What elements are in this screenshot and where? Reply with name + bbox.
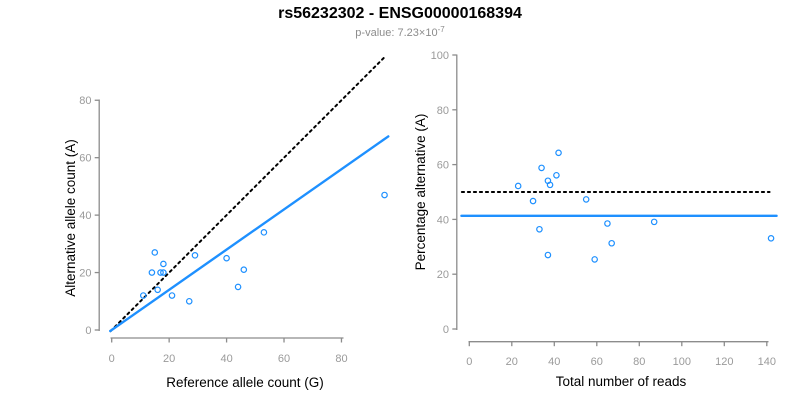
- right-y-tick-label: 20: [437, 269, 449, 281]
- left-y-axis-title: Alternative allele count (A): [63, 139, 78, 297]
- left-data-point: [154, 286, 161, 294]
- left-y-tick-label: 80: [79, 95, 91, 107]
- left-x-axis-title: Reference allele count (G): [166, 375, 324, 390]
- left-data-point: [157, 269, 164, 276]
- left-data-point: [185, 297, 193, 305]
- left-data-point: [234, 283, 242, 291]
- right-x-tick-label: 60: [591, 356, 603, 368]
- right-data-point: [582, 196, 590, 203]
- left-data-point: [139, 292, 147, 299]
- left-data-point: [381, 191, 388, 199]
- left-data-point: [240, 266, 248, 273]
- left-x-tick-label: 20: [163, 353, 175, 365]
- right-x-tick-label: 100: [673, 356, 691, 368]
- right-data-point: [546, 181, 554, 189]
- right-data-point: [650, 218, 658, 226]
- right-y-tick-label: 0: [443, 324, 449, 336]
- right-y-axis-title: Percentage alternative (A): [413, 114, 428, 271]
- left-y-tick-label: 40: [79, 210, 91, 222]
- right-x-tick-label: 20: [506, 356, 518, 368]
- right-y-tick-label: 60: [437, 160, 449, 172]
- right-x-tick-label: 80: [633, 356, 645, 368]
- right-x-axis-title: Total number of reads: [556, 374, 687, 389]
- identity-line: [109, 56, 386, 333]
- right-y-tick-label: 100: [431, 50, 449, 62]
- right-data-point: [591, 256, 598, 263]
- right-x-tick-label: 40: [548, 356, 560, 368]
- left-data-point: [151, 249, 159, 256]
- right-x-tick-label: 140: [758, 356, 776, 368]
- p-value-text: p-value: 7.23×10: [355, 27, 438, 39]
- left-y-tick-label: 20: [79, 268, 91, 280]
- left-data-point: [160, 260, 167, 268]
- left-y-tick-label: 0: [85, 325, 91, 337]
- left-data-point: [148, 269, 156, 276]
- left-data-point: [191, 252, 199, 259]
- right-data-point: [767, 235, 775, 242]
- left-data-point: [160, 269, 167, 276]
- left-x-tick-label: 40: [220, 353, 232, 365]
- fit-line: [109, 135, 390, 333]
- left-data-point: [260, 229, 268, 236]
- right-data-point: [529, 197, 537, 205]
- right-data-point: [538, 164, 545, 172]
- left-y-tick-label: 60: [79, 153, 91, 165]
- left-x-tick-label: 80: [335, 353, 347, 365]
- right-data-point: [553, 171, 560, 179]
- left-data-point: [168, 292, 176, 299]
- right-data-point: [514, 182, 522, 190]
- right-data-point: [608, 239, 615, 247]
- right-x-tick-label: 0: [466, 356, 472, 368]
- right-data-point: [544, 251, 552, 259]
- right-x-tick-label: 120: [715, 356, 733, 368]
- right-y-tick-label: 80: [437, 105, 449, 117]
- plot-title: rs56232302 - ENSG00000168394: [278, 5, 522, 22]
- right-data-point: [604, 220, 611, 227]
- right-y-tick-label: 40: [437, 214, 449, 226]
- plot-subtitle: p-value: 7.23×10-7: [0, 25, 800, 39]
- right-data-point: [555, 149, 562, 157]
- p-value-exponent: -7: [437, 25, 445, 34]
- left-x-tick-label: 60: [278, 353, 290, 365]
- left-x-tick-label: 0: [109, 353, 115, 365]
- right-data-point: [536, 225, 543, 233]
- left-data-point: [223, 254, 230, 262]
